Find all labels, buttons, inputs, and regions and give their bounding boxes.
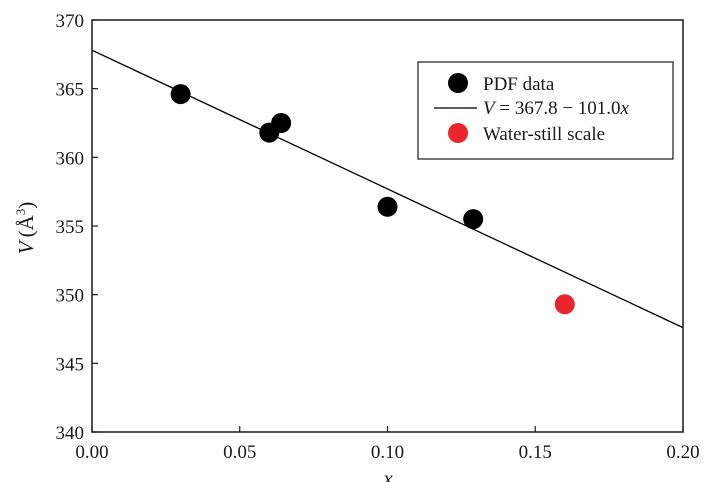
y-axis-title: V(Å3) [13,202,38,255]
data-point-pdf-1 [170,84,191,105]
data-point-pdf-3 [271,113,292,133]
x-tick-label: 0.20 [666,442,699,463]
y-tick-label: 365 [56,80,85,101]
legend-label-fit-line: V = 367.8 − 101.0x [483,98,630,119]
y-tick-label: 340 [56,423,85,444]
axes: 0.00 0.05 0.10 0.15 0.20 340 345 350 355 360 365 37… [56,11,700,463]
x-axis-title: x [382,466,393,482]
legend-label-pdf-data: PDF data [483,74,555,95]
x-tick-label: 0.15 [519,442,552,463]
legend: PDF data V = 367.8 − 101.0x Water-still … [417,61,674,160]
data-point-pdf-5 [463,209,484,230]
x-tick-label: 0.05 [223,442,256,463]
data-point-pdf-4 [377,196,398,217]
y-tick-label: 345 [56,354,85,375]
y-tick-label: 370 [56,11,85,32]
legend-marker-pdf-data [448,73,468,93]
x-tick-label: 0.00 [75,442,108,463]
data-point-water-still-1 [554,294,575,315]
y-tick-label: 355 [56,217,85,238]
fit-line [91,49,684,329]
legend-marker-water-still [448,123,468,143]
legend-label-water-still: Water-still scale [483,124,605,145]
data-layer [91,49,684,329]
x-tick-label: 0.10 [371,442,404,463]
y-tick-label: 360 [56,148,85,169]
y-tick-label: 350 [56,286,85,307]
